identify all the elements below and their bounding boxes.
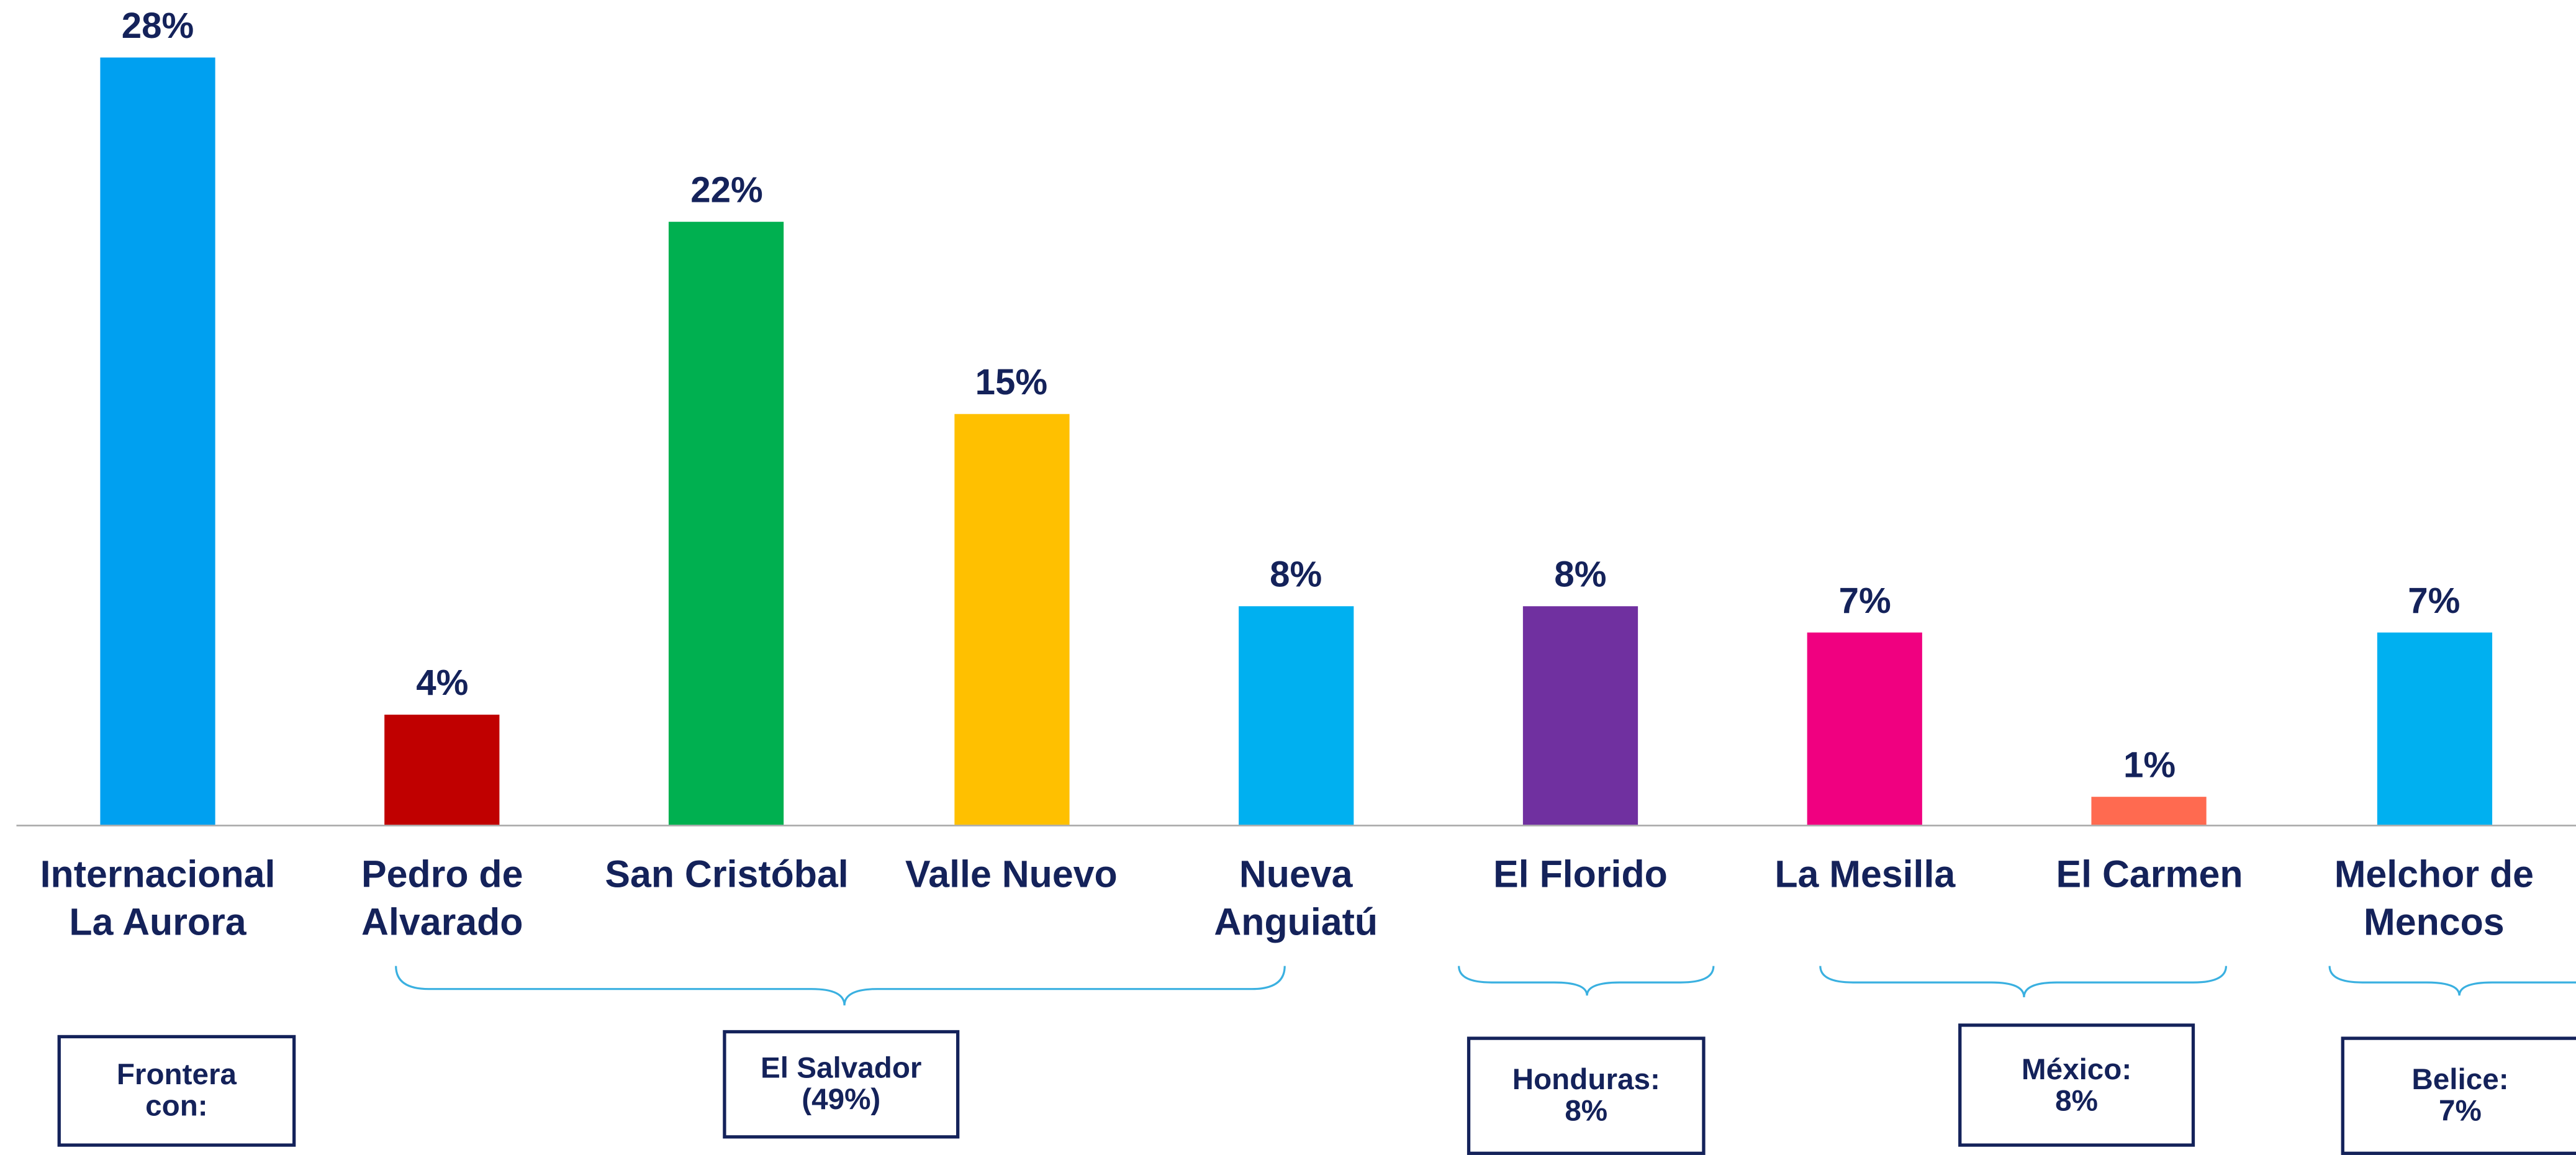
value-label: 15% (975, 361, 1048, 402)
bar (954, 414, 1069, 825)
x-tick-label: Nueva Anguiatú (1214, 853, 1378, 943)
x-tick-label: San Cristóbal (605, 853, 849, 895)
x-tick-label: Valle Nuevo (905, 853, 1118, 895)
bar (2376, 633, 2492, 825)
value-label: 8% (1554, 553, 1607, 594)
value-label: 1% (2123, 745, 2176, 786)
x-tick-label: La Mesilla (1774, 853, 1956, 895)
annotation: Honduras: 8% (1467, 1036, 1706, 1155)
value-label: 4% (416, 662, 469, 704)
value-label: 7% (2408, 580, 2461, 622)
annotation: Belice: 7% (2341, 1036, 2576, 1155)
annotation: El Salvador (49%) (723, 1030, 960, 1139)
value-label: 22% (690, 169, 763, 211)
bar (1238, 605, 1354, 825)
bar (669, 222, 785, 825)
bar (2092, 797, 2207, 825)
bar (1522, 605, 1638, 825)
x-tick-label: El Florido (1493, 853, 1668, 895)
x-tick-label: Pedro de Alvarado (361, 853, 523, 943)
annotation: México: 8% (1958, 1023, 2195, 1147)
x-tick-label: El Carmen (2056, 853, 2243, 895)
annotation: Frontera con: (57, 1035, 296, 1147)
value-label: 7% (1838, 580, 1891, 622)
bar (384, 715, 500, 825)
x-tick-label: Internacional La Aurora (40, 853, 276, 943)
brace (395, 966, 1286, 1006)
bar (100, 57, 215, 825)
brace (1458, 966, 1715, 996)
value-label: 8% (1270, 553, 1322, 594)
x-tick-label: Melchor de Mencos (2334, 853, 2534, 943)
value-label: 28% (121, 4, 194, 47)
bar (1807, 633, 1923, 825)
brace (2328, 966, 2576, 996)
brace (1819, 966, 2227, 998)
